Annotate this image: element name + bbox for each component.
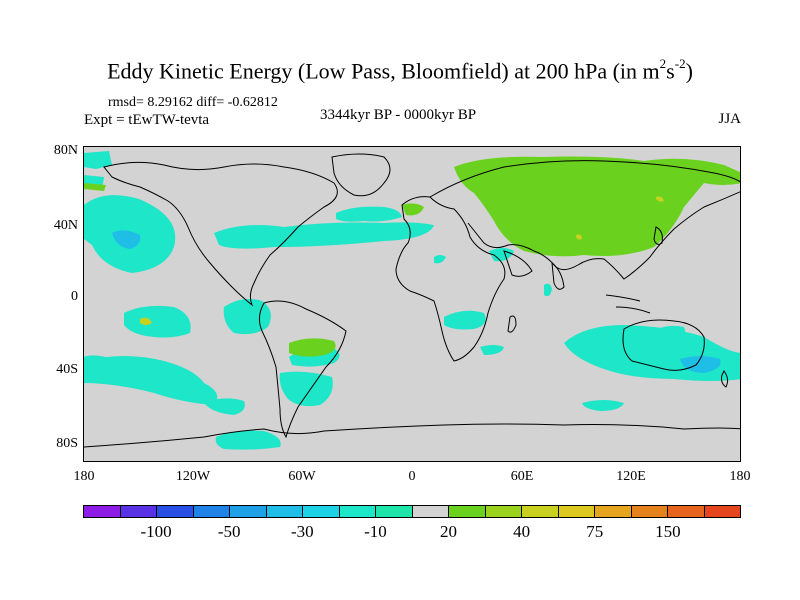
x-tick-120e: 120E xyxy=(616,469,646,484)
colorbar-segment xyxy=(558,506,595,517)
colorbar-segment xyxy=(376,506,413,517)
colorbar-segment xyxy=(522,506,559,517)
x-tick-180-left: 180 xyxy=(73,469,95,484)
x-tick-0: 0 xyxy=(408,469,416,484)
colorbar-label: -10 xyxy=(364,522,387,541)
title-mid: s xyxy=(666,58,675,84)
colorbar-segment xyxy=(303,506,340,517)
x-tick-180-right: 180 xyxy=(729,469,751,484)
colorbar-segment xyxy=(704,506,740,517)
negative-anomaly-regions xyxy=(84,151,740,450)
coastlines xyxy=(84,153,740,448)
colorbar-segment xyxy=(339,506,376,517)
stats-text: rmsd= 8.29162 diff= -0.62812 xyxy=(108,95,278,110)
period-label: 3344kyr BP - 0000kyr BP xyxy=(320,107,477,123)
positive-anomaly-regions xyxy=(84,156,740,357)
colorbar-segment xyxy=(668,506,705,517)
x-tick-60e: 60E xyxy=(510,469,534,484)
colorbar-segment xyxy=(157,506,194,517)
x-tick-60w: 60W xyxy=(288,469,316,484)
colorbar-segment xyxy=(412,506,449,517)
colorbar-segment xyxy=(631,506,668,517)
x-tick-120w: 120W xyxy=(175,469,211,484)
title-sup-2: -2 xyxy=(674,56,686,71)
colorbar-segment xyxy=(193,506,230,517)
colorbar xyxy=(83,505,741,518)
colorbar-label: 75 xyxy=(586,522,604,541)
title-main: Eddy Kinetic Energy (Low Pass, Bloomfiel… xyxy=(107,58,660,84)
colorbar-label: -50 xyxy=(217,522,241,541)
colorbar-segment xyxy=(120,506,157,517)
strong-negative-anomaly-regions xyxy=(112,230,721,373)
colorbar-segment xyxy=(485,506,522,517)
colorbar-label: -100 xyxy=(140,522,172,541)
map-svg xyxy=(84,151,740,450)
colorbar-label: 40 xyxy=(513,522,531,541)
y-tick-80s: 80S xyxy=(56,436,78,451)
map-panel xyxy=(83,146,741,462)
colorbar-segment xyxy=(449,506,486,517)
colorbar-label: 20 xyxy=(440,522,458,541)
season-label: JJA xyxy=(718,111,741,127)
title-end: ) xyxy=(685,58,693,84)
colorbar-segment xyxy=(595,506,632,517)
y-tick-40s: 40S xyxy=(56,362,78,377)
colorbar-segment xyxy=(266,506,303,517)
y-tick-80n: 80N xyxy=(53,143,78,158)
plot-title: Eddy Kinetic Energy (Low Pass, Bloomfiel… xyxy=(0,56,800,84)
colorbar-segment xyxy=(230,506,267,517)
colorbar-label: 150 xyxy=(655,522,681,541)
y-tick-40n: 40N xyxy=(53,218,78,233)
colorbar-label: -30 xyxy=(290,522,314,541)
experiment-label: Expt = tEwTW-tevta xyxy=(84,112,210,128)
title-sup-1: 2 xyxy=(659,56,667,71)
strong-positive-anomaly-regions xyxy=(140,196,664,325)
colorbar-segment xyxy=(84,506,121,517)
y-tick-0: 0 xyxy=(71,289,78,304)
